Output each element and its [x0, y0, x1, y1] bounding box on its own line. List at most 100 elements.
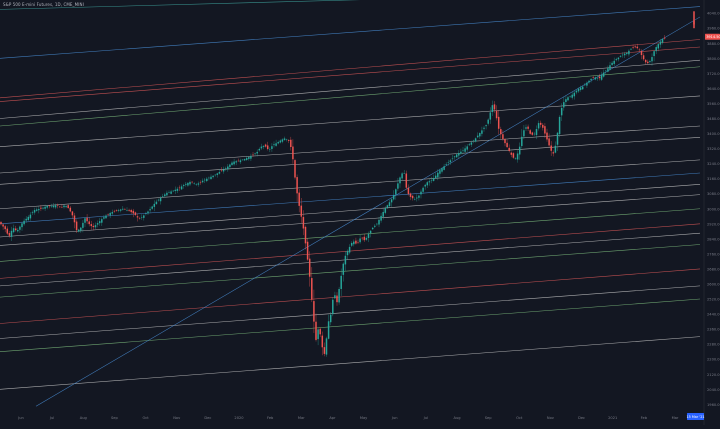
candle-body [508, 147, 510, 152]
trend-line [0, 6, 701, 59]
candle-body [659, 41, 662, 45]
candle-body [420, 191, 422, 195]
candle-body [319, 328, 321, 335]
candle-body [298, 192, 300, 206]
candle-body [94, 225, 97, 228]
time-tick-label: Nov [173, 416, 181, 420]
candle-body [75, 221, 78, 231]
candle-body [418, 195, 420, 198]
symbol-title: S&P 500 E-mini Futures, 1D, CME_MINI [3, 2, 84, 7]
time-axis[interactable]: Jun Jul Aug Sep Oct Nov Dec 2020 Feb Mar Apr May Jun… [17, 416, 679, 420]
candle-body [611, 62, 613, 65]
candle-body [71, 211, 74, 216]
candle-body [153, 203, 156, 207]
candle-body [308, 258, 311, 277]
price-axis[interactable]: 4040.00 3960.00 3880.00 3800.00 3720.00 3640.… [707, 12, 720, 407]
candle-body [149, 209, 151, 211]
candle-body [182, 185, 185, 186]
candle-body [397, 183, 399, 189]
candle-body [52, 205, 55, 208]
candle-body [46, 205, 48, 208]
candle-body [437, 172, 439, 178]
candle-body [434, 175, 437, 179]
price-tick-label: 2360.00 [707, 328, 720, 332]
candle-body [19, 226, 21, 230]
candle-body [294, 160, 296, 178]
candle-body [640, 50, 643, 56]
candlestick-series[interactable] [0, 11, 695, 357]
candle-body [189, 181, 191, 185]
price-tick-label: 2840.00 [707, 237, 720, 241]
candle-body [407, 187, 410, 194]
price-tick-label: 3720.00 [707, 72, 720, 76]
candle-body [115, 210, 118, 211]
trend-channel-lines[interactable] [0, 0, 701, 407]
candle-body [103, 217, 105, 219]
candle-body [403, 173, 405, 174]
price-tick-label: 3960.00 [707, 27, 720, 31]
candle-body [521, 136, 523, 147]
candle-body [405, 173, 408, 188]
price-tick-label: 2760.00 [707, 252, 720, 256]
trend-line [0, 137, 701, 185]
candle-body [619, 56, 622, 57]
candle-body [113, 210, 116, 212]
price-tick-label: 2040.00 [707, 388, 720, 392]
candle-body [176, 188, 179, 191]
candle-body [42, 207, 44, 209]
price-tick-label: 2600.00 [707, 282, 720, 286]
candle-body [136, 216, 139, 218]
candle-body [77, 229, 80, 232]
candle-body [256, 151, 258, 154]
candle-body [481, 130, 483, 134]
time-tick-label: Jul [423, 416, 428, 420]
candle-body [214, 174, 216, 176]
candle-body [73, 215, 76, 223]
candle-body [386, 205, 389, 208]
candle-body [428, 181, 431, 183]
candle-body [542, 124, 544, 128]
candle-body [161, 196, 164, 197]
candle-body [172, 190, 174, 192]
candle-body [250, 156, 252, 159]
trend-line [0, 268, 701, 324]
candle-body [388, 202, 391, 207]
candle-body [124, 209, 126, 210]
trend-line [0, 59, 701, 119]
candle-body [336, 295, 338, 303]
candle-body [647, 61, 649, 64]
candle-body [90, 224, 93, 227]
candle-body [287, 140, 290, 141]
candle-body [621, 54, 624, 56]
candle-body [510, 152, 513, 155]
candle-body [432, 178, 435, 181]
candle-body [353, 241, 355, 245]
candle-body [266, 145, 269, 150]
candle-body [504, 139, 506, 144]
candle-body [390, 199, 393, 203]
trend-line [0, 336, 701, 390]
candle-body [33, 210, 36, 213]
last-price-tag-bg [705, 33, 720, 40]
candle-body [262, 146, 265, 147]
candle-body [657, 44, 660, 49]
candle-body [134, 212, 137, 215]
candle-body [384, 208, 387, 213]
price-tick-label: 3080.00 [707, 192, 720, 196]
time-tick-label: Mar [298, 416, 305, 420]
candle-body [166, 192, 168, 196]
candle-body [96, 223, 99, 225]
price-tick-label: 3880.00 [707, 42, 720, 46]
trend-line [0, 46, 701, 102]
candle-body [313, 301, 315, 322]
trend-line [0, 244, 701, 298]
candle-body [227, 166, 229, 170]
candle-body [502, 134, 504, 140]
candle-body [361, 237, 363, 239]
time-tick-label: Aug [453, 416, 460, 420]
candle-body [382, 211, 384, 217]
candle-body [302, 217, 305, 229]
